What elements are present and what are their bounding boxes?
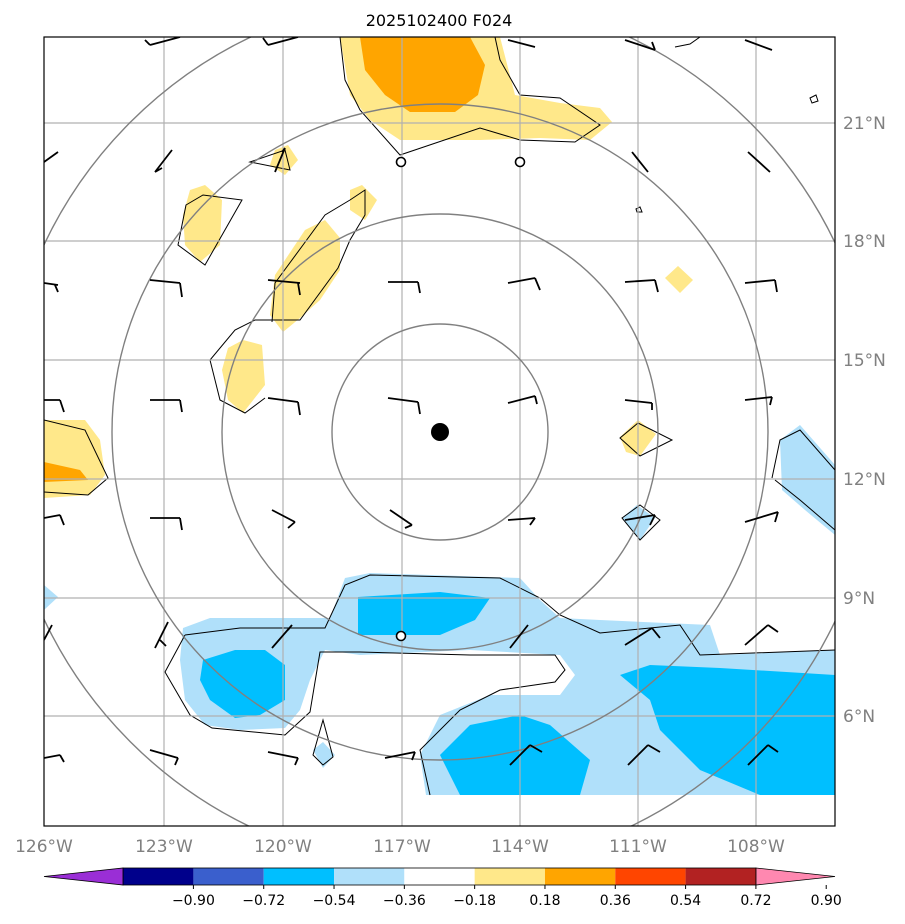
map-title: 2025102400 F024	[366, 11, 513, 30]
lon-labels: 126°W 123°W 120°W 117°W 114°W 111°W 108°…	[15, 837, 785, 857]
colorbar-segment	[263, 868, 335, 885]
plot-frame	[43, 36, 836, 827]
colorbar-tick-label: 0.72	[740, 893, 771, 909]
lat-label: 18°N	[843, 232, 886, 252]
lon-label: 126°W	[15, 837, 73, 857]
colorbar-tick-label: −0.18	[453, 893, 496, 909]
lon-label: 120°W	[254, 837, 312, 857]
colorbar-tick-label: 0.54	[670, 893, 701, 909]
storm-center-marker	[431, 423, 449, 441]
colorbar-tick-label: −0.90	[172, 893, 215, 909]
colorbar: −0.90 −0.72 −0.54 −0.36 −0.18 0.18 0.36 0.54 0.7…	[43, 867, 842, 909]
positive-anomaly-fill	[44, 37, 693, 498]
lat-label: 12°N	[843, 470, 886, 490]
lon-label: 117°W	[373, 837, 431, 857]
lat-label: 15°N	[843, 351, 886, 371]
colorbar-tick-label: 0.36	[600, 893, 631, 909]
lon-label: 111°W	[609, 837, 667, 857]
lon-label: 108°W	[727, 837, 785, 857]
colorbar-extend-low	[43, 867, 124, 886]
lat-label: 21°N	[843, 114, 886, 134]
range-rings	[44, 37, 835, 826]
negative-anomaly-fill	[44, 425, 835, 795]
lon-label: 123°W	[135, 837, 193, 857]
colorbar-tick-label: −0.54	[313, 893, 356, 909]
colorbar-frame	[122, 867, 757, 886]
lon-label: 114°W	[491, 837, 549, 857]
colorbar-extend-high	[755, 867, 836, 886]
lat-label: 6°N	[843, 707, 875, 727]
contour-lines	[44, 37, 835, 796]
small-circle-markers	[395, 156, 526, 642]
colorbar-segment	[474, 868, 545, 885]
lat-lon-grid	[44, 37, 835, 826]
lat-label: 9°N	[843, 589, 875, 609]
colorbar-segment	[615, 868, 686, 885]
colorbar-segment	[544, 868, 616, 885]
wind-barbs	[44, 37, 779, 766]
map-plot-area	[44, 37, 835, 826]
colorbar-segment	[193, 868, 264, 885]
lat-labels: 21°N 18°N 15°N 12°N 9°N 6°N	[843, 114, 886, 727]
colorbar-segment	[334, 868, 405, 885]
colorbar-segment	[685, 868, 756, 885]
colorbar-tick-label: 0.90	[811, 893, 842, 909]
colorbar-tick-label: −0.72	[242, 893, 285, 909]
colorbar-tick-label: −0.36	[383, 893, 426, 909]
colorbar-segment	[404, 868, 475, 885]
colorbar-tick-label: 0.18	[529, 893, 560, 909]
colorbar-segment	[123, 868, 194, 885]
